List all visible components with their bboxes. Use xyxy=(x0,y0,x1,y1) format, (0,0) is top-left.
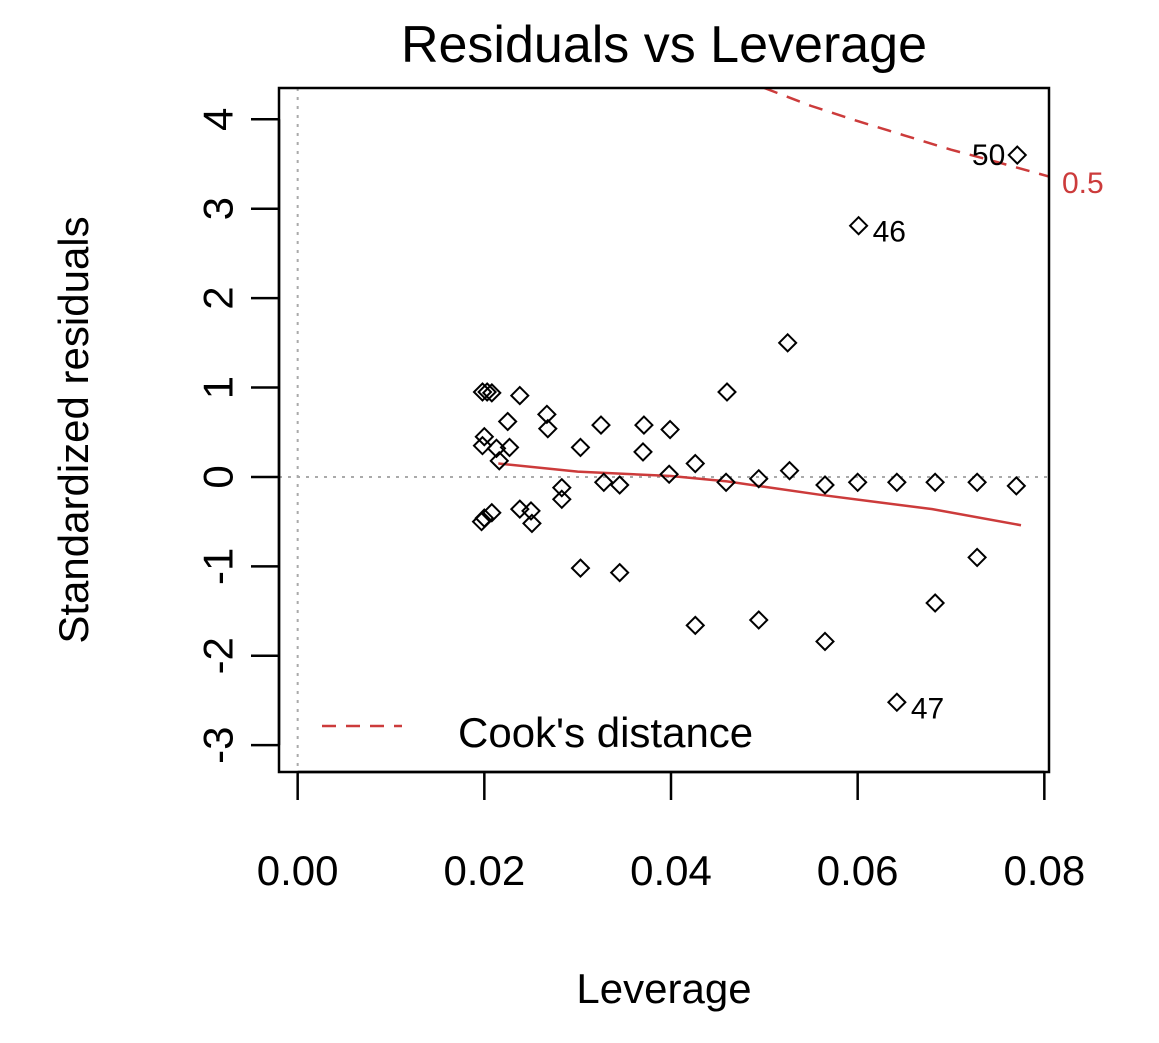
data-point xyxy=(717,382,737,402)
x-tick-label: 0.08 xyxy=(1003,847,1085,894)
y-tick-label: -2 xyxy=(195,637,242,674)
data-point xyxy=(521,501,541,521)
data-point xyxy=(967,472,988,493)
data-point xyxy=(748,468,769,489)
data-point xyxy=(685,453,706,474)
point-label-50: 50 xyxy=(972,139,1005,172)
data-point xyxy=(659,464,680,485)
points-layer xyxy=(471,145,1028,713)
data-point xyxy=(551,477,572,498)
data-point xyxy=(685,615,706,636)
point-label-46: 46 xyxy=(873,216,906,249)
data-point xyxy=(591,415,611,435)
data-point xyxy=(777,332,798,353)
y-tick-label: -3 xyxy=(195,726,242,763)
data-point xyxy=(570,437,591,458)
data-point xyxy=(509,499,530,520)
x-axis-title: Leverage xyxy=(576,965,751,1012)
y-axis: -3 -2 -1 0 1 2 3 4 xyxy=(195,108,281,764)
data-point xyxy=(551,489,572,510)
data-point xyxy=(779,460,800,481)
data-point xyxy=(660,419,680,440)
data-point xyxy=(848,215,869,236)
y-tick-label: 2 xyxy=(195,286,242,309)
data-point xyxy=(536,404,557,425)
data-point xyxy=(886,472,907,493)
smoother-line xyxy=(498,462,1022,527)
data-point xyxy=(967,547,988,568)
data-point xyxy=(481,382,502,403)
data-point xyxy=(471,511,492,532)
smoother-layer xyxy=(498,462,1022,527)
data-point xyxy=(815,475,835,495)
cooks-distance-label: 0.5 xyxy=(1062,167,1104,200)
data-point xyxy=(1006,475,1027,496)
data-point xyxy=(537,418,558,439)
y-tick-label: 3 xyxy=(195,197,242,220)
data-point xyxy=(593,472,614,493)
data-point xyxy=(499,437,520,458)
x-tick-label: 0.02 xyxy=(443,847,525,894)
cooks-distance-layer xyxy=(763,88,1049,178)
data-point xyxy=(847,472,868,493)
x-tick-label: 0.06 xyxy=(817,847,899,894)
chart-title: Residuals vs Leverage xyxy=(401,16,927,74)
y-tick-label: 1 xyxy=(195,376,242,399)
point-labels-layer: 50 46 47 xyxy=(873,139,1006,725)
data-point xyxy=(609,562,630,583)
legend-cooks-label: Cook's distance xyxy=(458,709,753,756)
y-tick-label: -1 xyxy=(195,548,242,585)
data-point xyxy=(522,513,542,534)
data-point xyxy=(497,411,518,432)
data-point xyxy=(748,610,769,630)
data-point xyxy=(489,450,510,471)
data-point xyxy=(925,593,946,613)
data-point xyxy=(633,441,653,462)
legend: Cook's distance xyxy=(322,709,753,756)
y-tick-label: 4 xyxy=(195,108,242,131)
data-point xyxy=(886,692,907,713)
data-point xyxy=(609,475,630,495)
x-tick-label: 0.00 xyxy=(257,847,339,894)
data-point xyxy=(634,415,654,435)
x-tick-label: 0.04 xyxy=(630,847,712,894)
data-point xyxy=(474,426,495,447)
cooks-distance-curve xyxy=(763,88,1049,178)
data-point xyxy=(472,435,493,456)
reference-lines xyxy=(279,88,1049,772)
data-point xyxy=(716,472,736,493)
data-point xyxy=(925,472,946,493)
data-point xyxy=(509,385,530,406)
data-point xyxy=(481,502,502,523)
data-point xyxy=(570,558,591,579)
y-tick-label: 0 xyxy=(195,465,242,488)
data-point xyxy=(477,382,498,402)
x-axis: 0.00 0.02 0.04 0.06 0.08 xyxy=(257,770,1085,894)
data-point xyxy=(1007,145,1028,165)
point-label-47: 47 xyxy=(911,692,944,725)
y-axis-title: Standardized residuals xyxy=(50,216,97,643)
data-point xyxy=(815,631,835,652)
